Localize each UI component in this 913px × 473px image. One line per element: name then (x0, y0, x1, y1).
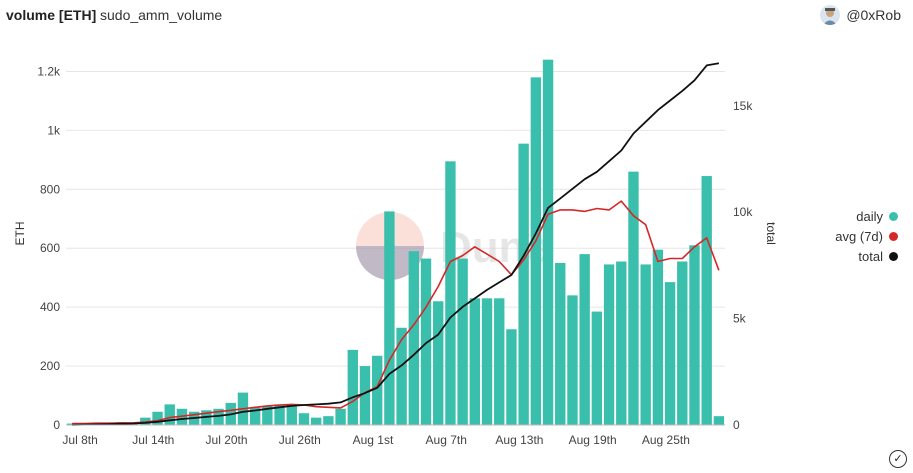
x-tick-label: Aug 1st (353, 433, 394, 447)
chart-header: volume [ETH] sudo_amm_volume @0xRob (0, 0, 913, 32)
bar (701, 176, 712, 425)
bar (567, 295, 578, 425)
bar (213, 408, 224, 425)
y-tick-label: 0 (53, 418, 60, 432)
bar (494, 298, 505, 425)
avg-7d-line (72, 200, 720, 425)
x-tick-label: Aug 13th (495, 433, 543, 447)
bar (652, 249, 664, 425)
legend-label-avg: avg (7d) (835, 228, 883, 244)
user-badge[interactable]: @0xRob (820, 5, 901, 25)
bar (579, 254, 590, 425)
y-tick-label: 400 (40, 300, 60, 314)
bar (518, 143, 529, 425)
bar (555, 262, 566, 425)
chart-title: volume [ETH] (6, 7, 97, 23)
avatar (820, 5, 841, 25)
legend-label-total: total (858, 248, 883, 264)
y-tick-label: 800 (40, 182, 60, 196)
bar (262, 405, 273, 425)
legend-item-total[interactable]: total (812, 246, 898, 266)
y-axis-label: ETH (13, 222, 27, 246)
y-tick-label: 1k (47, 123, 61, 137)
y2-axis-label: total (764, 222, 778, 245)
total-line (72, 62, 720, 426)
user-avatar-icon (823, 8, 838, 25)
bar (713, 416, 725, 425)
bar (274, 404, 285, 425)
user-name: @0xRob (846, 7, 901, 23)
checkmark-icon[interactable]: ✓ (889, 450, 907, 468)
x-tick-label: Jul 20th (206, 433, 248, 447)
bar (628, 171, 639, 425)
query-name[interactable]: sudo_amm_volume (100, 7, 223, 23)
bar (433, 301, 444, 425)
bar (616, 261, 627, 425)
bar (530, 77, 542, 425)
bar (164, 404, 175, 425)
legend-item-avg[interactable]: avg (7d) (812, 226, 898, 246)
legend-item-daily[interactable]: daily (812, 206, 898, 226)
legend-dot-avg (889, 231, 898, 241)
y-tick-label: 200 (40, 359, 60, 373)
bar (152, 411, 163, 425)
x-tick-label: Aug 25th (642, 433, 690, 447)
bar (396, 327, 407, 425)
y2-tick-label: 15k (733, 99, 753, 113)
bar (481, 298, 493, 425)
bar (249, 407, 261, 425)
bar (506, 329, 517, 425)
bar (347, 349, 358, 425)
bar (286, 404, 297, 425)
bar (591, 311, 603, 425)
bar (372, 355, 383, 425)
bar (420, 258, 432, 425)
bar (298, 413, 310, 425)
bar (689, 245, 700, 425)
bar (469, 298, 481, 425)
legend-dot-total (889, 251, 898, 261)
bar (323, 416, 334, 425)
legend-dot-daily (889, 211, 898, 221)
bar (542, 59, 554, 425)
x-tick-label: Aug 7th (426, 433, 467, 447)
y2-tick-label: 0 (733, 418, 740, 432)
bar (640, 264, 651, 425)
bar (677, 261, 688, 425)
bar (335, 408, 346, 425)
x-tick-label: Jul 8th (62, 433, 97, 447)
bar (408, 251, 419, 425)
x-tick-label: Jul 14th (132, 433, 174, 447)
bar (384, 211, 395, 425)
bar (457, 258, 468, 425)
legend: daily avg (7d) total (812, 206, 898, 266)
bar (445, 161, 456, 426)
y2-tick-label: 5k (733, 312, 747, 326)
bar (310, 417, 322, 425)
y2-tick-label: 10k (733, 205, 753, 219)
y-tick-label: 600 (40, 241, 60, 255)
legend-label-daily: daily (856, 208, 883, 224)
x-tick-label: Aug 19th (569, 433, 617, 447)
y-tick-label: 1.2k (37, 64, 61, 78)
bar (359, 366, 371, 425)
x-tick-label: Jul 26th (279, 433, 321, 447)
bar (664, 282, 676, 425)
bar (603, 264, 615, 425)
